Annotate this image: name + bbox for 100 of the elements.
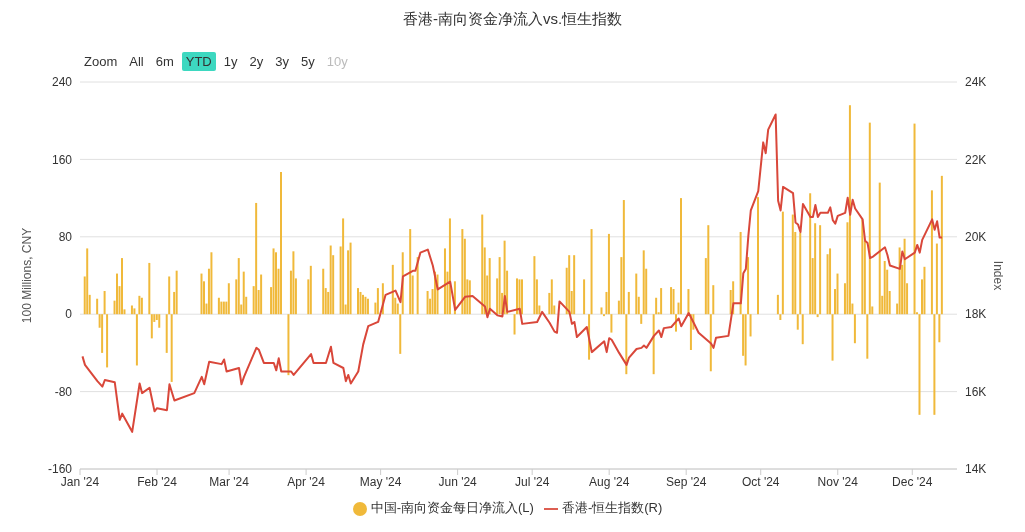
bar	[287, 314, 290, 376]
bar	[103, 290, 106, 315]
x-tick-label: Aug '24	[589, 474, 630, 489]
y-tick-label: 80	[58, 230, 73, 245]
bar	[868, 122, 871, 315]
bar	[799, 232, 802, 315]
bar	[461, 229, 464, 315]
bar	[86, 248, 89, 315]
bar	[488, 258, 491, 315]
line-series	[81, 113, 944, 433]
x-tick-label: May '24	[359, 474, 402, 489]
x-tick-label: Jan '24	[60, 474, 100, 489]
bar	[923, 266, 926, 315]
bar	[679, 198, 682, 315]
bar	[498, 257, 501, 315]
y2-tick-label: 18K	[965, 307, 987, 322]
bar	[930, 190, 933, 315]
bar	[883, 260, 886, 315]
bar	[610, 314, 613, 333]
bar	[809, 193, 812, 315]
bar	[175, 270, 178, 315]
x-tick-label: Feb '24	[137, 474, 178, 489]
x-tick-label: Sep '24	[666, 474, 707, 489]
x-tick-label: Nov '24	[817, 474, 859, 489]
bar	[349, 242, 352, 315]
x-tick-label: Mar '24	[209, 474, 250, 489]
y2-tick-label: 22K	[965, 152, 987, 167]
bar	[399, 314, 402, 354]
bar	[779, 314, 782, 321]
bar	[747, 257, 750, 315]
x-tick-label: Dec '24	[892, 474, 933, 489]
bar	[361, 294, 364, 315]
bar	[866, 314, 869, 359]
legend-label: 中国-南向资金每日净流入(L)	[370, 500, 534, 515]
bar	[607, 233, 610, 315]
bar	[148, 262, 151, 315]
bar	[622, 200, 625, 315]
bar	[133, 308, 136, 315]
bar	[744, 314, 747, 366]
bar	[210, 252, 213, 315]
bar	[200, 273, 203, 315]
bar	[918, 314, 921, 415]
bar	[165, 314, 168, 353]
y2-tick-label: 16K	[965, 384, 987, 399]
y-tick-label: 240	[51, 75, 73, 90]
bar	[443, 248, 446, 315]
bar	[853, 314, 856, 344]
bar	[217, 297, 220, 315]
y-tick-label: -80	[54, 384, 73, 399]
bar	[170, 314, 173, 382]
bar	[600, 307, 603, 315]
bar	[940, 175, 943, 315]
bar	[749, 314, 752, 337]
range-selector: Zoom All 6m YTD 1y 2y 3y 5y 10y	[83, 50, 349, 72]
y2-tick-label: 20K	[965, 230, 987, 245]
bar	[903, 238, 906, 315]
bar	[831, 314, 834, 361]
bar	[106, 314, 109, 368]
bar	[357, 288, 360, 315]
chart-title: 香港-南向资金净流入vs.恒生指数	[401, 9, 624, 29]
bar	[409, 229, 412, 315]
bar	[801, 314, 804, 345]
bar	[861, 219, 864, 315]
bar	[237, 258, 240, 315]
bar	[816, 314, 819, 318]
x-tick-label: Jun '24	[438, 474, 478, 489]
x-tick-label: Oct '24	[741, 474, 780, 489]
y-axis-title: 100 Millions, CNY	[20, 227, 35, 324]
bar	[481, 214, 484, 315]
x-tick-label: Jul '24	[515, 474, 550, 489]
bar	[776, 294, 779, 315]
bar	[227, 283, 230, 315]
bar	[391, 264, 394, 315]
bar	[757, 197, 759, 315]
bar	[168, 276, 171, 315]
bar	[426, 290, 429, 315]
bar	[836, 273, 839, 315]
bar	[640, 314, 643, 324]
bar	[513, 314, 516, 335]
bar	[848, 105, 851, 315]
y2-axis-title: Index	[990, 260, 1005, 291]
legend-label: 香港-恒生指数(R)	[561, 500, 663, 515]
bar	[933, 314, 936, 415]
bar	[275, 252, 278, 315]
y-tick-label: -160	[47, 462, 73, 477]
bar	[913, 123, 916, 315]
bar	[116, 273, 119, 315]
bar	[550, 279, 553, 315]
bar	[781, 211, 784, 315]
bar	[568, 255, 571, 315]
y2-tick-label: 24K	[965, 75, 987, 90]
bar	[625, 314, 628, 375]
x-tick-label: Apr '24	[287, 474, 326, 489]
bar	[280, 171, 282, 315]
bar	[590, 229, 593, 315]
bar	[935, 243, 938, 315]
bar	[655, 297, 658, 315]
bar	[652, 314, 655, 375]
bar	[707, 225, 710, 315]
bar	[712, 285, 715, 315]
